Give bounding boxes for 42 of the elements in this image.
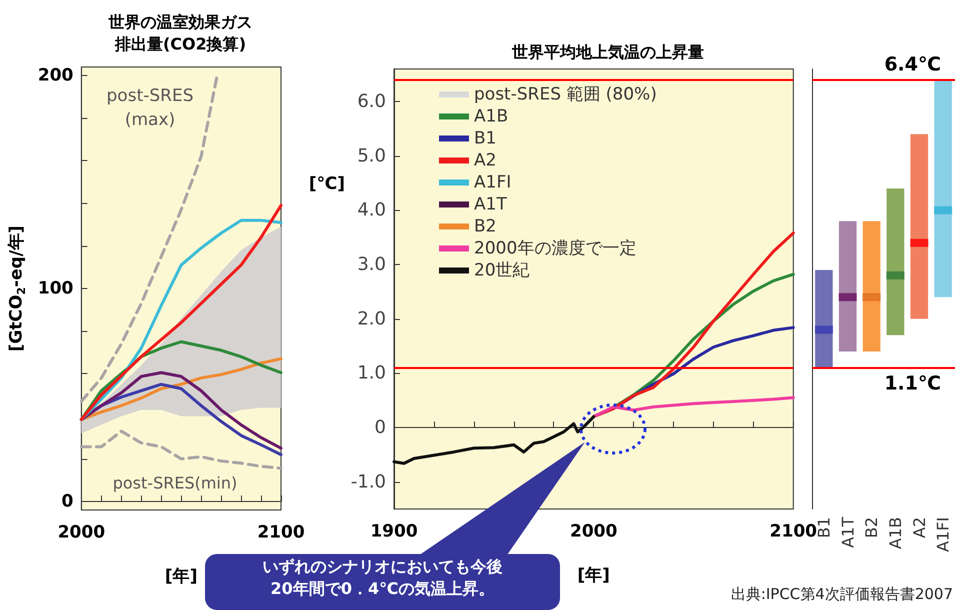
legend-label: B2 [474, 216, 496, 236]
y-tick-label: 3.0 [357, 254, 386, 276]
legend-label: B1 [474, 128, 496, 148]
chart-title: 世界の温室効果ガス排出量(CO2換算) [108, 12, 252, 54]
annotation: post-SRES (max) [106, 86, 194, 130]
x-axis-title: [年] [577, 566, 610, 586]
x-tick-label: A1T [838, 516, 858, 548]
x-tick-label: 2000 [58, 522, 106, 542]
legend-label: 2000年の濃度で一定 [474, 238, 636, 258]
annotation: post-SRES(min) [112, 474, 238, 492]
y-tick-label: 2.0 [357, 308, 386, 330]
y-axis-title: [GtCO2-eq/年] [6, 225, 28, 352]
legend-label: 20世紀 [474, 260, 530, 280]
x-tick-label: 1900 [370, 522, 418, 542]
y-tick-label: -1.0 [350, 471, 386, 492]
x-tick-label: 2100 [257, 522, 305, 542]
x-tick-label: 2000 [570, 522, 618, 542]
y-tick-label: 6.0 [357, 91, 386, 112]
y-tick-label: 4.0 [357, 200, 386, 221]
legend-label: A1B [474, 106, 508, 126]
x-tick-label: 2100 [770, 522, 818, 542]
x-tick-label: A2 [910, 517, 929, 538]
y-tick-label: 1.0 [357, 362, 386, 384]
y-axis-title: [℃] [308, 174, 345, 194]
source-note: 出典:IPCC第4次評価報告書2007 [730, 585, 953, 603]
x-tick-label: A1B [886, 517, 905, 550]
x-tick-label: B2 [862, 517, 882, 538]
x-tick-label: A1FI [934, 517, 953, 552]
y-tick-label: 0 [62, 491, 74, 512]
chart-title: 世界平均地上気温の上昇量 [511, 42, 704, 62]
y-tick-label: 5.0 [357, 145, 386, 166]
y-tick-label: 0 [374, 417, 386, 438]
x-axis-title: [年] [164, 566, 198, 586]
legend-label: A1FI [474, 172, 512, 192]
y-tick-label: 100 [38, 278, 74, 298]
legend-label: post-SRES 範囲 (80%) [474, 84, 657, 104]
legend-label: A1T [474, 194, 508, 214]
ref-line-label: 6.4℃ [884, 53, 941, 76]
ref-line-label: 1.1℃ [884, 372, 941, 394]
y-tick-label: 200 [38, 66, 74, 86]
text: いずれのシナリオにおいても今後 20年間で0．4℃の気温上昇。 [262, 556, 504, 600]
legend-label: A2 [474, 150, 496, 170]
